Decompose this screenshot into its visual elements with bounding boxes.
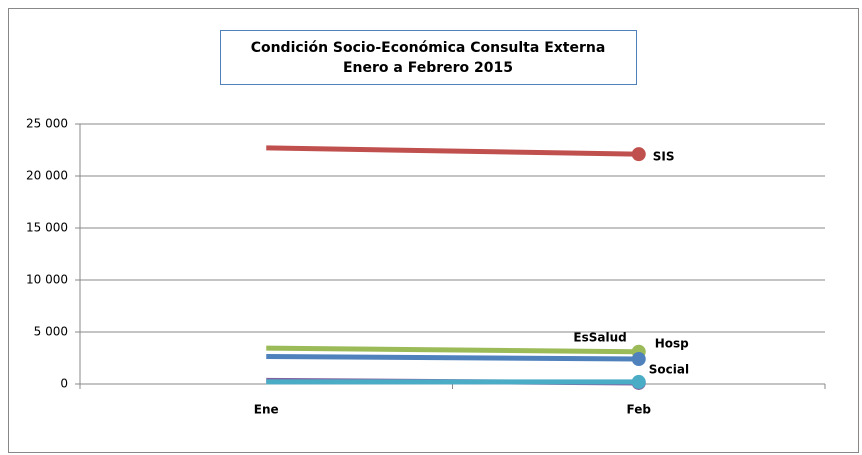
data-label: Hosp xyxy=(655,337,689,351)
chart-subtitle: Enero a Febrero 2015 xyxy=(343,60,513,76)
data-label: Social xyxy=(649,362,689,376)
x-tick-label: Ene xyxy=(254,403,279,417)
title-box xyxy=(220,30,637,85)
end-marker xyxy=(631,147,646,162)
y-tick-label: 0 xyxy=(60,377,68,391)
y-tick-label: 5 000 xyxy=(34,325,68,339)
series-line xyxy=(266,345,639,355)
y-tick-label: 15 000 xyxy=(26,221,68,235)
data-label: EsSalud xyxy=(573,330,626,344)
end-marker xyxy=(631,374,646,389)
y-tick-label: 20 000 xyxy=(26,169,68,183)
series-line xyxy=(266,145,639,157)
data-label: SIS xyxy=(653,150,675,164)
y-tick-label: 10 000 xyxy=(26,273,68,287)
y-tick-label: 25 000 xyxy=(26,117,68,131)
end-marker xyxy=(631,352,646,367)
chart-title: Condición Socio-Económica Consulta Exter… xyxy=(251,40,606,56)
series-line xyxy=(266,353,639,362)
x-tick-label: Feb xyxy=(627,403,652,417)
